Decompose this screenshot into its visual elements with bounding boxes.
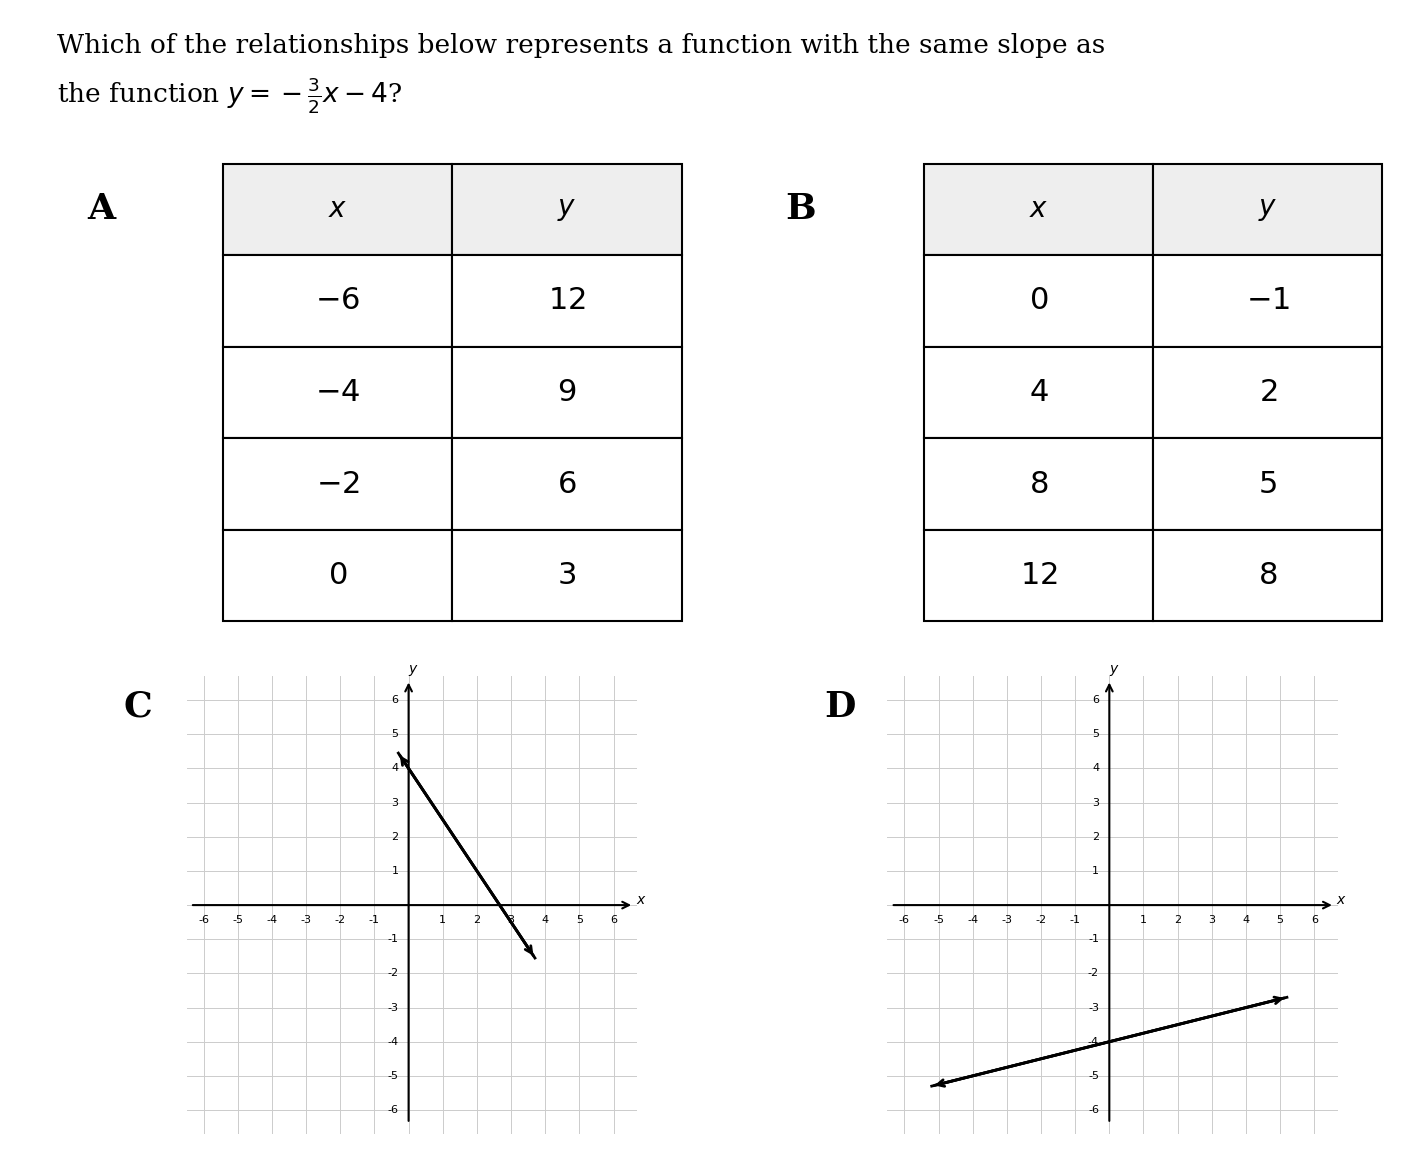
Bar [923,438,1153,530]
Text: $-4$: $-4$ [315,376,361,408]
Text: A: A [87,193,115,227]
Text: -4: -4 [1087,1037,1099,1046]
Bar [452,438,681,530]
Text: $0$: $0$ [1029,285,1049,317]
Text: -1: -1 [369,915,380,926]
Text: $12$: $12$ [549,285,586,317]
Text: 1: 1 [1140,915,1147,926]
Bar [224,438,452,530]
Text: 6: 6 [392,696,399,705]
Text: -2: -2 [388,968,399,978]
Text: $9$: $9$ [557,376,577,408]
Text: the function $y = -\frac{3}{2}x - 4$?: the function $y = -\frac{3}{2}x - 4$? [57,76,402,116]
Text: 5: 5 [1277,915,1284,926]
Text: -1: -1 [1089,934,1099,945]
Text: 4: 4 [1243,915,1250,926]
Text: C: C [124,690,152,724]
Text: Which of the relationships below represents a function with the same slope as: Which of the relationships below represe… [57,33,1106,57]
Text: D: D [824,690,855,724]
Text: -1: -1 [388,934,399,945]
Text: $8$: $8$ [1029,469,1049,499]
Text: $x$: $x$ [1337,893,1347,907]
Text: 4: 4 [542,915,549,926]
Text: $y$: $y$ [1258,196,1277,223]
Bar [1153,530,1382,622]
Text: $5$: $5$ [1258,469,1277,499]
Text: -3: -3 [388,1003,399,1012]
Bar [923,347,1153,438]
Text: -6: -6 [1089,1105,1099,1115]
Text: 6: 6 [1092,696,1099,705]
Text: 2: 2 [1174,915,1181,926]
Text: $-2$: $-2$ [316,469,361,499]
Text: $8$: $8$ [1258,560,1277,592]
Bar [923,164,1153,255]
Text: -3: -3 [301,915,312,926]
Text: -4: -4 [266,915,278,926]
Text: 3: 3 [1092,797,1099,808]
Text: 3: 3 [392,797,399,808]
Text: -5: -5 [1089,1071,1099,1081]
Bar [224,347,452,438]
Text: -1: -1 [1070,915,1080,926]
Text: 5: 5 [1092,729,1099,739]
Bar [452,255,681,347]
Text: 6: 6 [1311,915,1318,926]
Text: $12$: $12$ [1020,560,1057,592]
Bar [923,255,1153,347]
Text: $x$: $x$ [328,196,348,223]
Bar [224,530,452,622]
Text: $x$: $x$ [636,893,647,907]
Text: -2: -2 [1036,915,1046,926]
Text: $4$: $4$ [1029,376,1049,408]
Text: $y$: $y$ [557,196,577,223]
Text: 1: 1 [392,866,399,876]
Bar [452,530,681,622]
Text: -5: -5 [933,915,943,926]
Text: $x$: $x$ [1029,196,1049,223]
Text: 4: 4 [392,763,399,774]
Text: 2: 2 [1092,832,1099,842]
Text: -6: -6 [899,915,911,926]
Text: $3$: $3$ [557,560,577,592]
Text: B: B [785,193,817,227]
Bar [1153,164,1382,255]
Bar [452,164,681,255]
Text: 4: 4 [1092,763,1099,774]
Text: 1: 1 [439,915,446,926]
Text: 3: 3 [1208,915,1216,926]
Text: $6$: $6$ [557,469,577,499]
Text: -3: -3 [1002,915,1012,926]
Text: -4: -4 [968,915,979,926]
Bar [1153,438,1382,530]
Text: 1: 1 [1092,866,1099,876]
Text: $2$: $2$ [1258,376,1277,408]
Text: -2: -2 [335,915,346,926]
Text: 3: 3 [507,915,514,926]
Text: -5: -5 [232,915,244,926]
Bar [452,347,681,438]
Bar [1153,255,1382,347]
Text: $-6$: $-6$ [315,285,361,317]
Bar [1153,347,1382,438]
Text: $0$: $0$ [328,560,348,592]
Text: -5: -5 [388,1071,399,1081]
Text: 6: 6 [610,915,617,926]
Text: 2: 2 [473,915,480,926]
Text: $y$: $y$ [1109,663,1120,678]
Text: -4: -4 [388,1037,399,1046]
Text: $y$: $y$ [409,663,419,678]
Bar [224,255,452,347]
Bar [224,164,452,255]
Text: $-1$: $-1$ [1245,285,1290,317]
Text: -6: -6 [198,915,209,926]
Text: 5: 5 [576,915,583,926]
Text: -2: -2 [1087,968,1099,978]
Bar [923,530,1153,622]
Text: 5: 5 [392,729,399,739]
Text: 2: 2 [392,832,399,842]
Text: -3: -3 [1089,1003,1099,1012]
Text: -6: -6 [388,1105,399,1115]
